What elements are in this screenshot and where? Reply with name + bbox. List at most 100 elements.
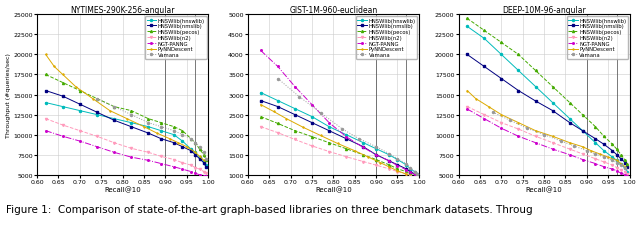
HNSWlib(nmslib) [170,142,178,144]
HNSWlib(hnswlib) [609,156,616,159]
HNSWlib(n2) [291,138,299,141]
HNSWlib(n2) [566,148,573,151]
HNSWlib(pecos) [145,118,152,121]
Title: DEEP-10M-96-angular: DEEP-10M-96-angular [502,5,586,15]
Vamana [385,153,393,155]
HNSWlib(n2) [76,130,84,132]
Line: HNSWlib(pecos): HNSWlib(pecos) [45,74,207,162]
Vamana [413,173,420,175]
PyNNDescent [351,150,358,152]
HNSWlib(n2) [360,160,367,163]
HNSWlib(hnswlib) [413,173,420,175]
HNSWlib(nmslib) [413,175,420,178]
HNSWlib(hnswlib) [110,118,118,121]
HNSWlib(nmslib) [600,143,608,146]
Legend: HNSWlib(hnswlib), HNSWlib(nmslib), HNSWlib(pecos), HNSWlib(n2), NGT-PANNG, PyNND: HNSWlib(hnswlib), HNSWlib(nmslib), HNSWl… [356,17,417,59]
HNSWlib(pecos) [621,159,629,162]
NGT-PANNG [291,86,299,89]
Vamana [145,122,152,124]
HNSWlib(n2) [481,114,488,116]
HNSWlib(pecos) [413,177,420,180]
HNSWlib(hnswlib) [617,163,625,166]
PyNNDescent [300,126,307,129]
HNSWlib(n2) [413,178,420,181]
Vamana [621,167,629,170]
HNSWlib(n2) [93,135,101,138]
NGT-PANNG [617,172,625,175]
HNSWlib(n2) [394,170,401,173]
PyNNDescent [515,122,522,124]
HNSWlib(pecos) [579,114,586,116]
HNSWlib(nmslib) [342,138,350,141]
HNSWlib(n2) [613,166,621,169]
HNSWlib(nmslib) [127,126,135,128]
HNSWlib(hnswlib) [200,160,207,163]
HNSWlib(hnswlib) [42,102,49,104]
NGT-PANNG [187,170,195,173]
PyNNDescent [385,166,393,168]
NGT-PANNG [342,136,350,138]
HNSWlib(hnswlib) [481,38,488,41]
HNSWlib(pecos) [291,130,299,132]
Vamana [570,145,578,148]
HNSWlib(n2) [196,168,204,171]
HNSWlib(pecos) [497,42,505,44]
HNSWlib(hnswlib) [497,54,505,57]
HNSWlib(hnswlib) [76,110,84,112]
HNSWlib(nmslib) [187,150,195,152]
Vamana [179,134,186,136]
HNSWlib(hnswlib) [170,134,178,136]
NGT-PANNG [481,118,488,121]
HNSWlib(hnswlib) [308,116,316,118]
HNSWlib(pecos) [196,148,204,151]
NGT-PANNG [609,168,616,171]
HNSWlib(n2) [532,135,540,138]
NGT-PANNG [196,174,204,176]
HNSWlib(hnswlib) [579,130,586,132]
HNSWlib(pecos) [257,116,264,118]
Line: NGT-PANNG: NGT-PANNG [45,130,207,178]
PyNNDescent [282,118,290,121]
HNSWlib(nmslib) [385,160,393,162]
HNSWlib(hnswlib) [325,126,333,128]
NGT-PANNG [110,151,118,154]
HNSWlib(nmslib) [42,90,49,92]
Vamana [583,150,591,152]
NGT-PANNG [591,163,599,165]
HNSWlib(hnswlib) [291,108,299,111]
PyNNDescent [257,104,264,106]
HNSWlib(nmslib) [76,103,84,106]
NGT-PANNG [372,154,380,156]
HNSWlib(nmslib) [372,154,380,156]
NGT-PANNG [127,156,135,159]
HNSWlib(hnswlib) [342,134,350,136]
HNSWlib(n2) [127,147,135,150]
HNSWlib(pecos) [463,18,471,21]
PyNNDescent [191,151,199,154]
HNSWlib(pecos) [600,135,608,138]
PyNNDescent [123,118,131,121]
HNSWlib(n2) [308,145,316,148]
HNSWlib(n2) [257,126,264,128]
PyNNDescent [269,111,277,113]
PyNNDescent [394,170,401,172]
HNSWlib(nmslib) [274,106,282,109]
PyNNDescent [51,66,58,69]
HNSWlib(nmslib) [406,170,414,173]
HNSWlib(hnswlib) [385,154,393,156]
HNSWlib(n2) [200,170,207,173]
Vamana [617,164,625,167]
Vamana [274,78,282,81]
HNSWlib(pecos) [360,154,367,156]
HNSWlib(hnswlib) [157,130,165,132]
NGT-PANNG [411,173,419,176]
Vamana [506,119,514,122]
NGT-PANNG [200,174,207,177]
Vamana [540,134,548,136]
HNSWlib(nmslib) [200,162,207,164]
PyNNDescent [106,110,114,112]
HNSWlib(n2) [385,168,393,170]
HNSWlib(n2) [617,169,625,172]
NGT-PANNG [463,108,471,111]
HNSWlib(nmslib) [145,132,152,135]
